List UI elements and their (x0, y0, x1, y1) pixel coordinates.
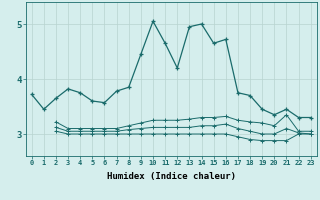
X-axis label: Humidex (Indice chaleur): Humidex (Indice chaleur) (107, 172, 236, 181)
